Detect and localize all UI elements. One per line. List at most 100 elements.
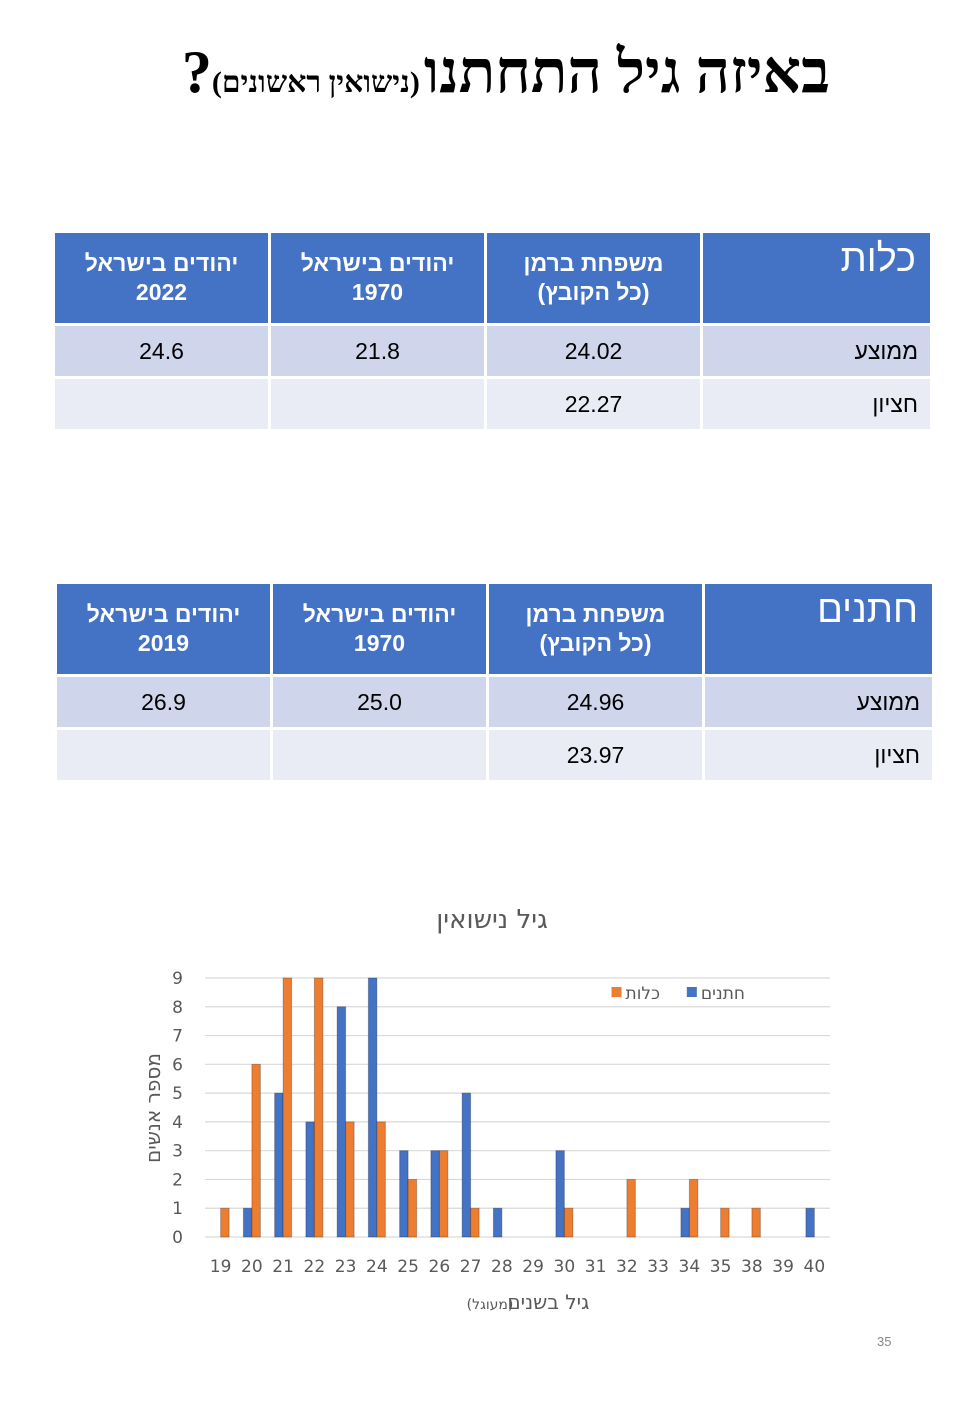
header-line: משפחת ברמן [525,601,666,627]
x-tick-label: 34 [679,1257,701,1277]
y-tick-label: 1 [172,1199,183,1219]
header-line: יהודים בישראל [86,601,241,627]
bar [367,977,378,1238]
header-line: יהודים בישראל [300,250,455,276]
bar [305,1121,315,1238]
bar [680,1207,690,1238]
table-cell: 21.8 [271,326,484,376]
bar [430,1150,440,1238]
header-cell: יהודים בישראל 2019 [57,584,270,674]
header-line: 1970 [353,630,406,656]
x-tick-label: 24 [366,1257,388,1277]
title-main: באיזה גיל התחתנו [423,39,830,105]
header-line: (כל הקובץ) [539,630,652,656]
x-tick-label: 40 [804,1257,826,1277]
bar [563,1207,574,1238]
y-tick-label: 2 [172,1170,183,1190]
bar [242,1207,253,1238]
header-line: 1970 [351,279,404,305]
y-tick-label: 4 [172,1113,183,1133]
x-tick-label: 39 [772,1257,794,1277]
header-cell: יהודים בישראל 1970 [273,584,486,674]
x-tick-label: 20 [241,1257,263,1277]
header-row: חתנים משפחת ברמן (כל הקובץ) יהודים בישראל 19… [57,584,932,674]
bar [407,1178,418,1238]
header-line: יהודים בישראל [84,250,239,276]
y-tick-label: 5 [172,1084,183,1104]
header-cell: חתנים [705,584,932,674]
table-cell [273,730,486,780]
bar [438,1150,449,1238]
page-number: 35 [877,1334,892,1349]
table-cell: 23.97 [489,730,702,780]
x-tick-label: 33 [647,1257,669,1277]
table-cell: ממוצע [705,677,932,727]
header-line: (כל הקובץ) [537,279,650,305]
page-title: באיזה גיל התחתנו (נישואין ראשונים)? [182,38,830,107]
bar [274,1092,284,1238]
header-cell: יהודים בישראל 1970 [271,233,484,323]
table-cell: 24.6 [55,326,268,376]
x-tick-label: 22 [304,1257,326,1277]
title-mark: ? [181,39,212,105]
table-cell: חציון [703,379,930,429]
x-tick-label: 38 [741,1257,763,1277]
x-tick-label: 23 [335,1257,357,1277]
x-axis-title: גיל בשנים [507,1290,589,1314]
bar [688,1178,699,1238]
header-cell: משפחת ברמן (כל הקובץ) [489,584,702,674]
y-tick-label: 0 [172,1228,183,1248]
header-cell: כלות [703,233,930,323]
header-line: יהודים בישראל [302,601,457,627]
table-cell: ממוצע [703,326,930,376]
header-cell: יהודים בישראל 2022 [55,233,268,323]
table-cell: 26.9 [57,677,270,727]
bar [492,1207,503,1238]
table-cell: 25.0 [273,677,486,727]
header-line: כלות [840,238,916,280]
data-table: כלות משפחת ברמן (כל הקובץ) יהודים בישראל 197… [52,230,933,432]
header-line: 2019 [137,630,190,656]
legend-swatch [611,987,622,997]
x-tick-label: 26 [429,1257,451,1277]
table-cell: 24.02 [487,326,700,376]
bar [720,1207,730,1238]
table-cell [271,379,484,429]
table-cell [57,730,270,780]
y-axis-label: מספר אנשים [141,1053,165,1163]
bar [282,977,293,1238]
bar [470,1207,480,1238]
bar [251,1063,261,1238]
data-table: חתנים משפחת ברמן (כל הקובץ) יהודים בישראל 19… [54,581,935,783]
legend-label: כלות [626,984,660,1004]
x-tick-label: 27 [460,1257,482,1277]
header-line: משפחת ברמן [523,250,664,276]
y-tick-label: 6 [172,1055,183,1075]
bar [461,1092,472,1238]
bar [313,977,324,1238]
title-note: (נישואין ראשונים) [211,66,420,99]
x-tick-label: 30 [554,1257,576,1277]
table-cell: 24.96 [489,677,702,727]
y-tick-label: 3 [172,1142,183,1162]
header-cell: משפחת ברמן (כל הקובץ) [487,233,700,323]
bar [626,1178,636,1238]
table-cell: 22.27 [487,379,700,429]
y-tick-label: 8 [172,998,183,1018]
bar [751,1207,761,1238]
chart-title: גיל נישואין [436,905,548,935]
x-tick-label: 32 [616,1257,638,1277]
bar [345,1121,355,1238]
table-row: ממוצע 24.02 21.8 24.6 [55,326,930,376]
table-row: חציון 22.27 [55,379,930,429]
x-tick-label: 31 [585,1257,607,1277]
x-tick-label: 21 [272,1257,294,1277]
x-tick-label: 35 [710,1257,732,1277]
bar [399,1150,409,1238]
bar [220,1207,230,1238]
x-axis-label: גיל בשנים(מעוגל) [467,1290,590,1314]
table-cell: חציון [705,730,932,780]
legend-swatch [686,987,697,997]
